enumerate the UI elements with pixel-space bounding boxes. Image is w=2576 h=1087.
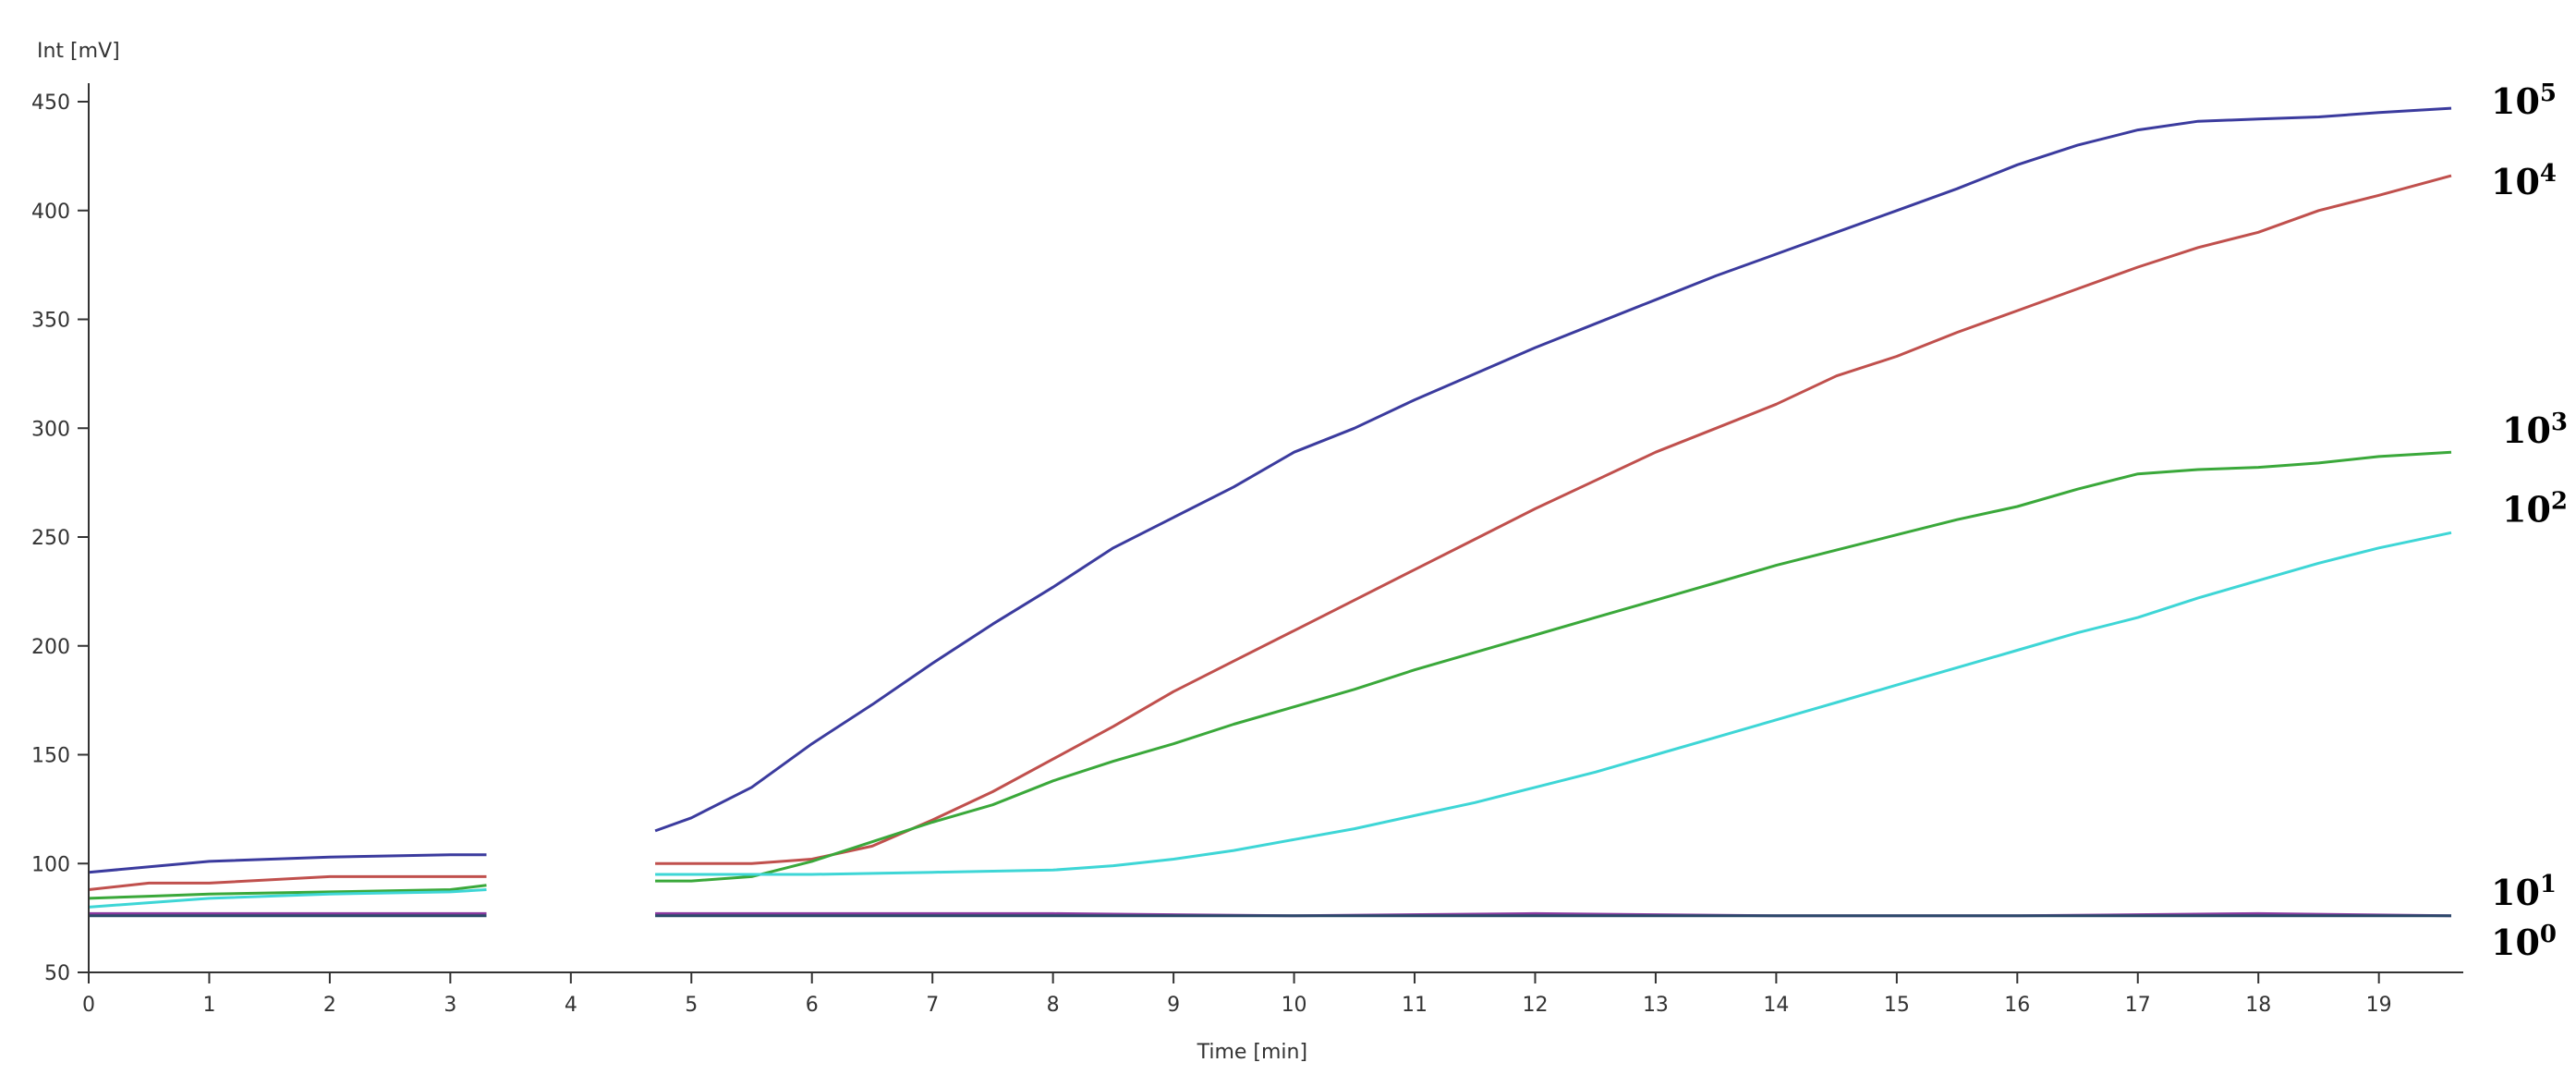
series-line-10-5-segment-2 xyxy=(654,106,2452,833)
x-tick-label: 6 xyxy=(806,994,819,1017)
x-tick-label: 14 xyxy=(1763,994,1789,1017)
series-label-10-1: 101 xyxy=(2491,871,2557,913)
series-label-base: 10 xyxy=(2502,488,2551,530)
series-label-base: 10 xyxy=(2491,922,2540,963)
y-tick-label: 50 xyxy=(44,962,70,985)
series-line-10-4-segment-2 xyxy=(655,174,2452,865)
series-line-10-2-segment-2 xyxy=(655,531,2452,876)
x-tick-label: 2 xyxy=(323,994,336,1017)
series-line-10-3-segment-1 xyxy=(88,884,487,900)
x-tick-label: 8 xyxy=(1047,994,1060,1017)
series-label-base: 10 xyxy=(2491,161,2540,202)
x-tick-label: 9 xyxy=(1167,994,1180,1017)
x-tick-label: 10 xyxy=(1282,994,1307,1017)
series-label-10-2: 102 xyxy=(2502,487,2568,530)
series-label-base: 10 xyxy=(2491,80,2540,122)
x-tick-label: 7 xyxy=(926,994,939,1017)
series-label-exponent: 5 xyxy=(2540,79,2557,107)
series-line-10-3-segment-2 xyxy=(655,450,2452,883)
x-tick-label: 19 xyxy=(2366,994,2392,1017)
x-tick-label: 4 xyxy=(565,994,577,1017)
series-line-10-1-segment-2 xyxy=(655,911,2452,918)
series-label-exponent: 4 xyxy=(2540,160,2557,188)
y-tick-label: 250 xyxy=(31,527,70,550)
axes-layer: Int [mV] Time [min] xyxy=(37,40,2463,1064)
series-line-10-2-segment-1 xyxy=(88,888,487,909)
series-label-10-5: 105 xyxy=(2491,79,2557,122)
series-line-10-5-segment-1 xyxy=(88,853,487,874)
x-tick-label: 5 xyxy=(685,994,698,1017)
series-label-exponent: 3 xyxy=(2551,409,2568,436)
y-axis-title: Int [mV] xyxy=(37,40,120,63)
series-label-exponent: 0 xyxy=(2540,921,2557,948)
x-tick-label: 12 xyxy=(1522,994,1548,1017)
y-tick-label: 400 xyxy=(31,201,70,224)
series-label-exponent: 2 xyxy=(2551,487,2568,515)
x-tick-label: 18 xyxy=(2245,994,2271,1017)
series-label-exponent: 1 xyxy=(2540,871,2557,898)
y-tick-label: 150 xyxy=(31,745,70,768)
series-label-base: 10 xyxy=(2502,409,2551,451)
x-tick-label: 3 xyxy=(444,994,456,1017)
x-tick-label: 1 xyxy=(202,994,215,1017)
series-label-10-3: 103 xyxy=(2502,409,2568,451)
x-axis-title: Time [min] xyxy=(1197,1041,1308,1064)
y-tick-label: 450 xyxy=(31,92,70,115)
y-tick-label: 100 xyxy=(31,853,70,876)
series-line-10-4-segment-1 xyxy=(88,874,487,891)
y-tick-label: 350 xyxy=(31,310,70,333)
x-tick-label: 16 xyxy=(2004,994,2030,1017)
x-tick-label: 11 xyxy=(1402,994,1428,1017)
y-tick-label: 300 xyxy=(31,418,70,441)
series-layer xyxy=(88,106,2452,918)
x-tick-label: 13 xyxy=(1643,994,1669,1017)
series-label-base: 10 xyxy=(2491,872,2540,913)
series-label-10-4: 104 xyxy=(2491,160,2557,202)
x-tick-label: 17 xyxy=(2125,994,2151,1017)
series-label-10-0: 100 xyxy=(2491,921,2557,963)
x-tick-label: 15 xyxy=(1884,994,1910,1017)
y-tick-label: 200 xyxy=(31,636,70,659)
x-tick-label: 0 xyxy=(82,994,95,1017)
